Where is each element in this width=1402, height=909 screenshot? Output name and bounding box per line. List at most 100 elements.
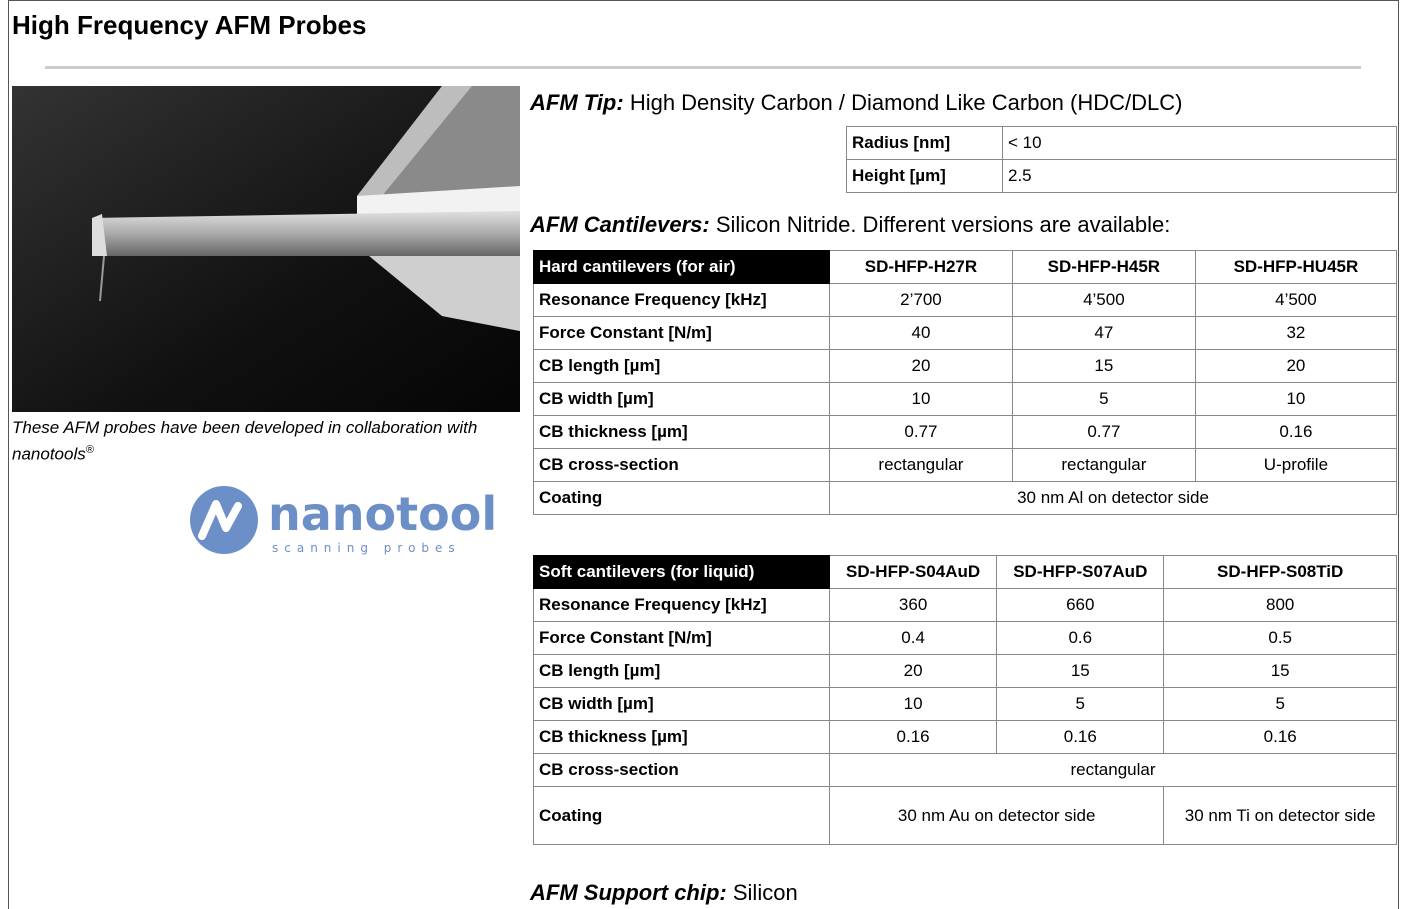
table-cell: < 10 [1003,127,1397,160]
row-label: CB length [µm] [534,350,830,383]
table-cell: 10 [830,383,1013,416]
row-label: CB thickness [µm] [534,416,830,449]
table-cell: 32 [1195,317,1396,350]
column-header: SD-HFP-HU45R [1195,251,1396,284]
table-cell: 5 [1164,688,1397,721]
table-cell: 15 [1164,655,1397,688]
table-cell: 0.77 [1012,416,1195,449]
table-cell: 30 nm Ti on detector side [1164,787,1397,845]
tip-text: High Density Carbon / Diamond Like Carbo… [630,90,1183,115]
table-cell: 0.16 [830,721,997,754]
table-cell: 2.5 [1003,160,1397,193]
table-cell: 20 [830,350,1013,383]
cantilever-line: AFM Cantilevers: Silicon Nitride. Differ… [530,212,1170,238]
table-cell: 40 [830,317,1013,350]
row-label: CB length [µm] [534,655,830,688]
support-line: AFM Support chip: Silicon [530,880,798,906]
table-cell: 0.16 [1164,721,1397,754]
separator [45,66,1361,69]
table-cell: 30 nm Au on detector side [830,787,1164,845]
table-cell: U-profile [1195,449,1396,482]
support-label: AFM Support chip: [530,880,727,905]
table-cell: 30 nm Al on detector side [830,482,1397,515]
cantilever-text: Silicon Nitride. Different versions are … [716,212,1170,237]
table-cell: 47 [1012,317,1195,350]
table-row: Radius [nm]< 10 [847,127,1397,160]
table-cell: 0.4 [830,622,997,655]
table-cell: 0.5 [1164,622,1397,655]
header-row: Soft cantilevers (for liquid)SD-HFP-S04A… [534,556,1397,589]
row-label: Force Constant [N/m] [534,622,830,655]
table-cell: 0.77 [830,416,1013,449]
table-cell: 5 [1012,383,1195,416]
column-header: SD-HFP-H27R [830,251,1013,284]
soft-table: Soft cantilevers (for liquid)SD-HFP-S04A… [533,555,1397,845]
column-header: SD-HFP-S08TiD [1164,556,1397,589]
table-cell: rectangular [1012,449,1195,482]
tip-label: AFM Tip: [530,90,624,115]
table-title: Hard cantilevers (for air) [534,251,830,284]
logo-name: nanotools [268,487,498,541]
table-cell: 800 [1164,589,1397,622]
tip-line: AFM Tip: High Density Carbon / Diamond L… [530,90,1182,116]
support-text: Silicon [733,880,798,905]
page-title: High Frequency AFM Probes [12,10,366,41]
table-cell: rectangular [830,449,1013,482]
table-cell: 20 [830,655,997,688]
column-header: SD-HFP-S04AuD [830,556,997,589]
nanotools-logo: nanotools scanning probes [188,484,498,556]
table-cell: 20 [1195,350,1396,383]
table-cell: 5 [997,688,1164,721]
row-label: Coating [534,482,830,515]
row-label: Resonance Frequency [kHz] [534,589,830,622]
table-cell: 0.6 [997,622,1164,655]
table-cell: 2’700 [830,284,1013,317]
column-header: SD-HFP-H45R [1012,251,1195,284]
page: High Frequency AFM Probes These AFM prob… [0,0,1402,909]
table-cell: 0.16 [997,721,1164,754]
table-cell: rectangular [830,754,1397,787]
table-cell: 360 [830,589,997,622]
row-label: CB width [µm] [534,383,830,416]
sem-image [12,86,520,412]
row-label: CB thickness [µm] [534,721,830,754]
table-cell: 15 [1012,350,1195,383]
table-cell: 15 [997,655,1164,688]
table-cell: 4’500 [1195,284,1396,317]
row-label: CB cross-section [534,449,830,482]
row-label: Coating [534,787,830,845]
caption-text: These AFM probes have been developed in … [12,418,477,464]
table-cell: 10 [830,688,997,721]
registered-mark: ® [86,444,94,456]
table-row: Height [µm]2.5 [847,160,1397,193]
image-caption: These AFM probes have been developed in … [12,417,492,466]
row-label: Resonance Frequency [kHz] [534,284,830,317]
row-label: Force Constant [N/m] [534,317,830,350]
table-cell: 660 [997,589,1164,622]
logo-tagline: scanning probes [272,541,461,555]
row-label: CB width [µm] [534,688,830,721]
table-cell: 0.16 [1195,416,1396,449]
column-header: SD-HFP-S07AuD [997,556,1164,589]
table-title: Soft cantilevers (for liquid) [534,556,830,589]
row-label: CB cross-section [534,754,830,787]
cantilever-label: AFM Cantilevers: [530,212,710,237]
table-cell: 10 [1195,383,1396,416]
